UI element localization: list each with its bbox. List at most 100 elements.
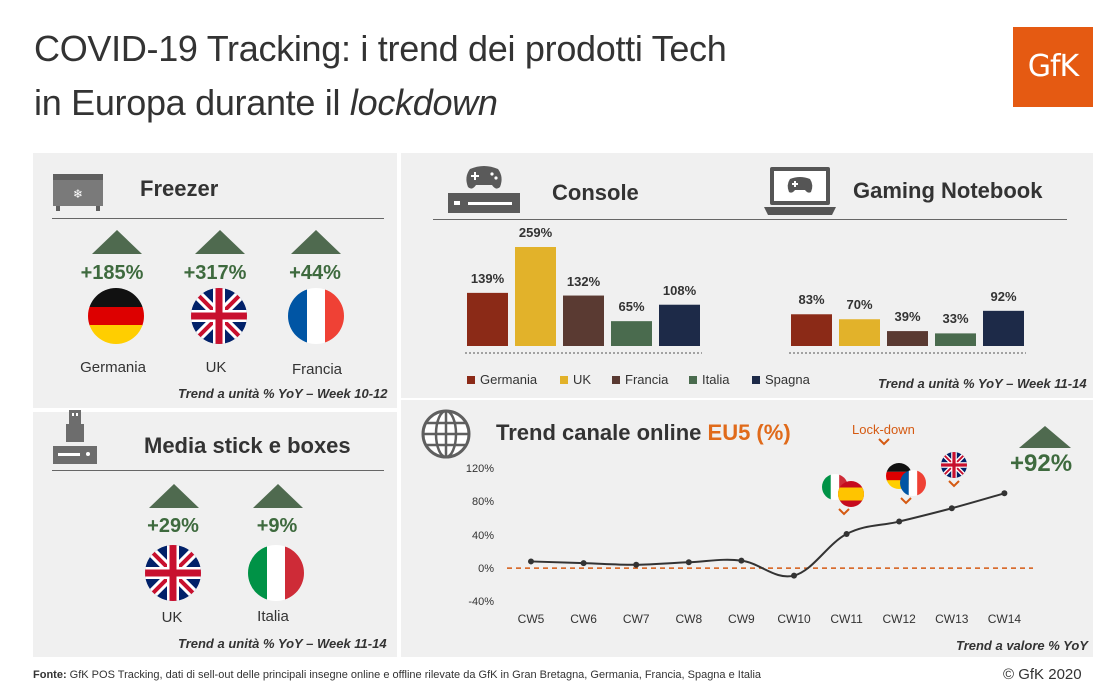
legend-item-uk: UK	[560, 372, 591, 387]
freezer-pct-uk: +317%	[183, 262, 247, 284]
online-point-cw7	[633, 561, 640, 568]
copyright: © GfK 2020	[1003, 666, 1082, 683]
media-up-arrow-uk	[149, 484, 199, 508]
legend-label: UK	[573, 372, 592, 387]
console-bar-uk	[515, 247, 556, 346]
notebook-bar-label-germania: 83%	[798, 292, 825, 308]
freezer-country-uk: UK	[205, 359, 227, 376]
online-point-cw13	[948, 505, 955, 512]
online-point-cw10	[791, 572, 797, 579]
freezer-up-arrow-uk	[195, 230, 245, 254]
online-point-cw5	[528, 558, 534, 565]
freezer-divider	[52, 218, 384, 219]
media-note: Trend a unità % YoY – Week 11-14	[178, 636, 387, 651]
online-series-line	[530, 492, 1005, 578]
online-point-cw8	[685, 559, 692, 566]
legend-item-italia: Italia	[689, 372, 729, 387]
legend-label: Spagna	[765, 372, 810, 387]
legend-swatch	[467, 375, 475, 384]
console-bar-label-germania: 139%	[470, 270, 505, 286]
freezer-icon: ❄	[53, 174, 103, 211]
media-up-arrow-italy	[253, 484, 303, 508]
page-title-line1: COVID-19 Tracking: i trend dei prodotti …	[34, 28, 727, 69]
online-y-tick: -40%	[468, 596, 494, 608]
lockdown-label: Lock-down	[852, 422, 915, 437]
console-icon	[448, 166, 520, 213]
console-bar-germania	[467, 292, 508, 346]
online-x-tick: CW10	[777, 612, 811, 626]
freezer-note: Trend a unità % YoY – Week 10-12	[178, 386, 388, 401]
media-title: Media stick e boxes	[144, 433, 351, 458]
freezer-pct-germany: +185%	[80, 262, 144, 284]
online-point-cw9	[738, 557, 745, 564]
france-flag	[288, 288, 344, 344]
notebook-bar-label-spagna: 92%	[990, 288, 1017, 304]
console-bar-label-italia: 65%	[618, 299, 645, 315]
online-x-tick: CW14	[987, 612, 1022, 626]
freezer-country-germany: Germania	[80, 359, 146, 376]
uk-flag	[191, 288, 247, 344]
event-chevron-icon	[838, 508, 850, 516]
online-up-arrow	[1019, 426, 1071, 448]
gaming-notebook-title: Gaming Notebook	[853, 178, 1043, 203]
console-bar-label-francia: 132%	[566, 273, 601, 289]
online-point-cw14	[1001, 490, 1008, 497]
legend-swatch	[560, 375, 568, 384]
italy-flag	[248, 545, 304, 601]
notebook-bar-label-uk: 70%	[846, 297, 873, 313]
legend-item-germania: Germania	[467, 372, 537, 387]
lockdown-chevron-icon	[878, 438, 890, 446]
media-pct-italy: +9%	[256, 515, 298, 537]
notebook-bar-germania	[791, 314, 832, 346]
console-title: Console	[552, 180, 639, 205]
console-divider	[433, 219, 1067, 220]
online-x-tick: CW8	[675, 612, 703, 626]
spain-flag	[838, 481, 864, 507]
online-point-cw12	[896, 518, 903, 525]
media-divider	[52, 470, 384, 471]
notebook-bar-label-francia: 39%	[894, 309, 921, 325]
uk-flag	[145, 545, 201, 601]
title-prefix: in Europa durante il	[34, 82, 350, 123]
media-stick-icon	[53, 410, 97, 464]
online-x-tick: CW5	[517, 612, 545, 626]
freezer-up-arrow-france	[291, 230, 341, 254]
online-big-value: +92%	[1010, 450, 1073, 477]
online-title: Trend canale online EU5 (%)	[496, 420, 791, 446]
online-point-cw11	[843, 531, 850, 538]
online-y-tick: 40%	[471, 529, 494, 542]
notebook-bar-uk	[839, 319, 880, 346]
online-point-cw6	[580, 560, 587, 567]
svg-text:❄: ❄	[73, 187, 83, 201]
console-bar-label-uk: 259%	[518, 225, 553, 240]
online-title-prefix: Trend canale online	[496, 420, 708, 445]
event-chevron-icon	[900, 497, 912, 505]
online-title-accent: EU5 (%)	[707, 420, 791, 445]
legend-item-francia: Francia	[612, 372, 668, 387]
globe-icon	[421, 409, 471, 459]
france-flag	[900, 470, 926, 496]
source-text: GfK POS Tracking, dati di sell-out delle…	[66, 669, 762, 681]
notebook-bar-label-italia: 33%	[942, 311, 969, 327]
germany-flag	[886, 463, 912, 489]
legend-label: Francia	[625, 372, 669, 387]
online-panel	[401, 400, 1093, 657]
online-y-tick: 120%	[465, 463, 494, 475]
legend-swatch	[689, 375, 697, 384]
notebook-bar-spagna	[983, 310, 1024, 346]
online-x-tick: CW11	[830, 612, 863, 626]
legend-item-spagna: Spagna	[752, 372, 810, 387]
console-notebook-bar-chart	[465, 247, 1026, 354]
gfk-logo: GfK	[1013, 27, 1093, 107]
freezer-pct-france: +44%	[289, 262, 341, 284]
freezer-title: Freezer	[140, 176, 219, 201]
gaming-notebook-icon	[764, 167, 836, 215]
media-country-italy: Italia	[257, 608, 289, 625]
source-label: Fonte:	[33, 669, 67, 681]
germany-flag	[88, 288, 144, 344]
console-bar-spagna	[659, 304, 700, 346]
online-line-chart	[507, 490, 1033, 579]
media-country-uk: UK	[161, 609, 183, 626]
console-note: Trend a unità % YoY – Week 11-14	[878, 376, 1087, 391]
online-x-tick: CW13	[935, 612, 969, 626]
